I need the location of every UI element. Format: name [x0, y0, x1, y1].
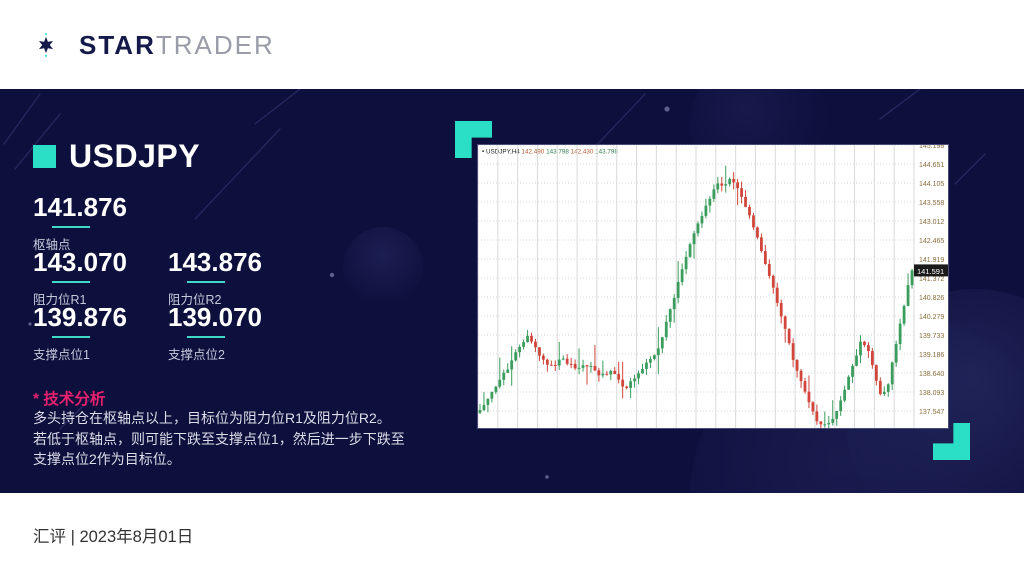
- svg-text:140.279: 140.279: [919, 314, 944, 321]
- svg-text:139.733: 139.733: [919, 333, 944, 340]
- svg-text:140.826: 140.826: [919, 295, 944, 302]
- svg-text:138.093: 138.093: [919, 390, 944, 397]
- svg-text:141.591: 141.591: [917, 267, 944, 276]
- svg-text:141.372: 141.372: [919, 276, 944, 283]
- svg-text:143.558: 143.558: [919, 200, 944, 207]
- svg-text:137.000: 137.000: [919, 428, 944, 429]
- svg-text:• USDJPY,H4 142.490 143.798 1: • USDJPY,H4 142.490 143.798 142.430 143.…: [482, 149, 618, 156]
- svg-text:144.105: 144.105: [919, 181, 944, 188]
- svg-text:145.198: 145.198: [919, 145, 944, 150]
- svg-text:137.547: 137.547: [919, 409, 944, 416]
- svg-text:139.186: 139.186: [919, 352, 944, 359]
- svg-text:141.919: 141.919: [919, 257, 944, 264]
- svg-text:142.465: 142.465: [919, 238, 944, 245]
- svg-text:144.651: 144.651: [919, 162, 944, 169]
- svg-text:143.012: 143.012: [919, 219, 944, 226]
- svg-text:138.640: 138.640: [919, 371, 944, 378]
